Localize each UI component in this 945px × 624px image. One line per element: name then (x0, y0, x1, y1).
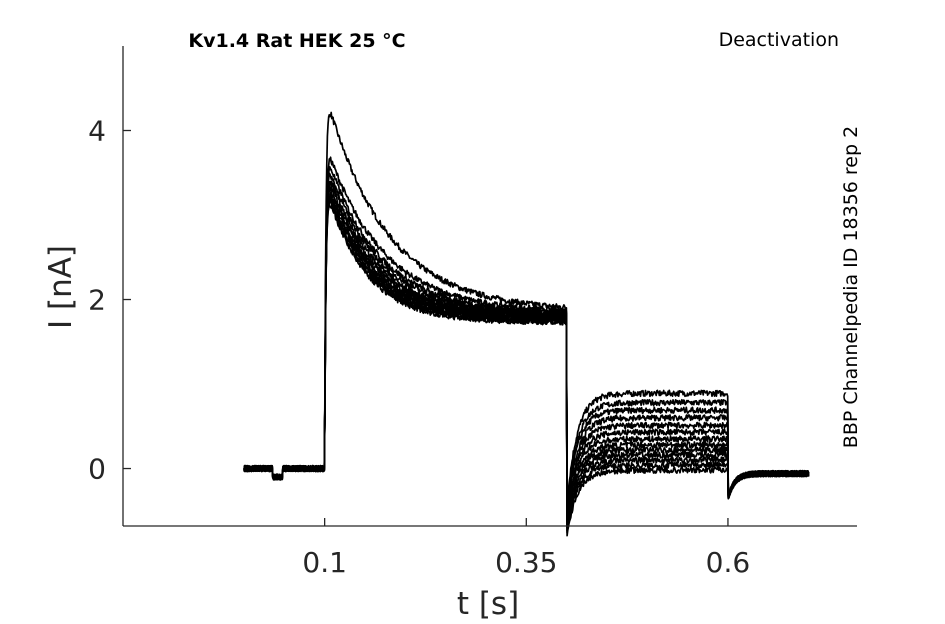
y-tick-label: 4 (88, 115, 106, 148)
protocol-label: Deactivation (719, 29, 839, 51)
current-trace (243, 204, 810, 537)
y-ticks: 0 2 4 (88, 115, 131, 486)
y-tick-label: 2 (88, 284, 106, 317)
x-tick-label: 0.35 (495, 546, 557, 579)
chart-title: Kv1.4 Rat HEK 25 °C (188, 30, 405, 52)
x-tick-label: 0.1 (302, 546, 347, 579)
side-label: BBP Channelpedia ID 18356 rep 2 (840, 126, 862, 448)
current-traces (243, 111, 810, 537)
x-ticks: 0.1 0.35 0.6 (302, 518, 750, 579)
x-axis-label: t [s] (457, 586, 519, 622)
current-trace (243, 111, 810, 505)
x-tick-label: 0.6 (706, 546, 751, 579)
y-axis-label: I [nA] (43, 245, 79, 329)
y-tick-label: 0 (88, 453, 106, 486)
